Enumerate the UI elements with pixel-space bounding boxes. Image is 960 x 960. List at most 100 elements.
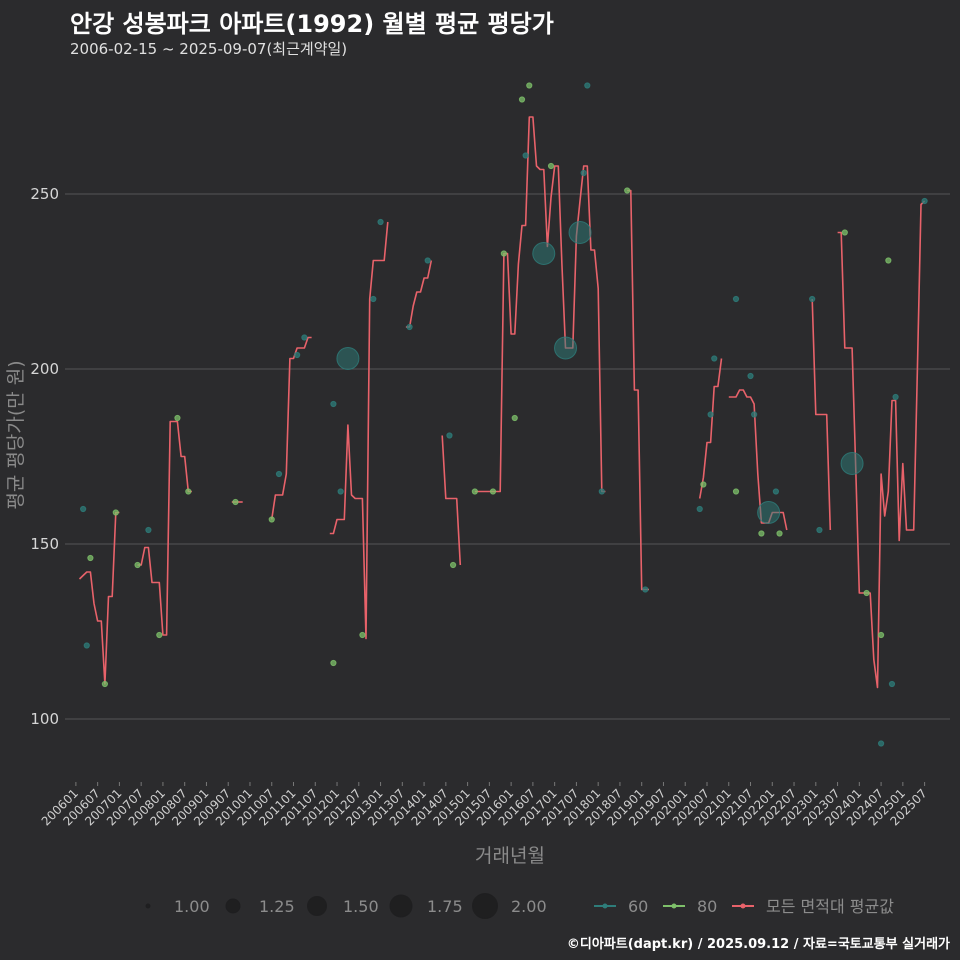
transaction-point <box>489 488 497 495</box>
transaction-point <box>921 197 928 205</box>
transaction-point <box>757 501 781 524</box>
transaction-point <box>776 530 783 537</box>
transaction-point <box>700 481 707 488</box>
transaction-point <box>101 680 108 688</box>
transaction-point <box>888 680 896 688</box>
transaction-point <box>568 221 592 244</box>
grid-lines <box>65 193 950 720</box>
transaction-point <box>892 393 899 401</box>
transaction-point <box>185 488 192 495</box>
transaction-point <box>707 411 714 418</box>
transaction-point <box>840 452 864 475</box>
transaction-point <box>112 509 119 516</box>
transaction-points <box>80 82 928 747</box>
transaction-point <box>624 187 631 194</box>
average-line-segment <box>78 511 120 685</box>
line-legend-label: 모든 면적대 평균값 <box>766 897 894 916</box>
transaction-point <box>145 526 152 534</box>
size-legend-key <box>472 893 498 919</box>
transaction-point <box>330 400 337 408</box>
transaction-point <box>584 82 591 89</box>
line-legend-dot <box>671 903 677 909</box>
transaction-point <box>816 526 823 534</box>
average-line-segment <box>137 420 192 636</box>
transaction-point <box>301 334 308 341</box>
transaction-point <box>877 740 885 747</box>
transaction-point <box>732 295 740 303</box>
line-legend-label: 60 <box>628 897 648 916</box>
average-line-segment <box>811 298 832 531</box>
transaction-point <box>711 355 718 362</box>
size-legend-key <box>145 903 151 909</box>
y-axis-ticks: 100 150 200 250 <box>30 185 59 728</box>
transaction-point <box>732 488 740 495</box>
average-line-segment <box>627 189 649 591</box>
transaction-point <box>449 561 457 569</box>
transaction-point <box>841 229 848 236</box>
transaction-point <box>758 530 765 537</box>
transaction-point <box>294 351 301 359</box>
transaction-point <box>885 257 892 264</box>
average-line-segment <box>405 260 433 328</box>
size-legend-key <box>389 894 413 918</box>
transaction-point <box>232 498 239 506</box>
size-legend-key <box>225 898 241 914</box>
transaction-point <box>87 554 94 562</box>
chart-title: 안강 성봉파크 아파트(1992) 월별 평균 평당가 <box>70 10 554 38</box>
transaction-point <box>642 586 649 593</box>
transaction-point <box>554 336 578 360</box>
transaction-point <box>696 505 703 513</box>
transaction-point <box>747 372 754 380</box>
transaction-point <box>522 152 529 159</box>
y-tick-label: 250 <box>30 185 59 203</box>
transaction-point <box>772 488 780 495</box>
x-axis-title: 거래년월 <box>475 845 545 867</box>
transaction-point <box>330 659 337 667</box>
average-line-segment <box>441 435 462 566</box>
size-legend-label: 2.00 <box>511 897 547 916</box>
transaction-point <box>751 411 758 418</box>
transaction-point <box>598 488 605 495</box>
transaction-point <box>377 218 384 226</box>
chart-legend: 1.00 1.25 1.50 1.75 2.00 60 80 모든 면적대 평균값 <box>145 893 894 919</box>
transaction-point <box>863 589 870 597</box>
transaction-point <box>80 505 87 513</box>
chart-subtitle: 2006-02-15 ~ 2025-09-07(최근계약일) <box>70 40 348 58</box>
transaction-point <box>446 432 453 439</box>
size-legend-label: 1.50 <box>343 897 379 916</box>
size-legend-label: 1.00 <box>174 897 210 916</box>
transaction-point <box>174 414 181 422</box>
transaction-point <box>877 631 885 639</box>
average-line-segment <box>329 221 389 640</box>
transaction-point <box>547 162 555 170</box>
transaction-point <box>424 257 431 264</box>
transaction-point <box>471 488 478 495</box>
x-axis-ticks: 2006012006072007012007072008012008072009… <box>39 782 930 829</box>
size-legend-label: 1.25 <box>259 897 295 916</box>
average-price-line <box>78 116 926 689</box>
average-line-segment <box>474 116 606 493</box>
transaction-point <box>268 516 275 523</box>
size-legend-key <box>307 896 327 916</box>
transaction-point <box>337 488 344 495</box>
transaction-point <box>518 96 526 103</box>
transaction-point <box>359 631 366 639</box>
transaction-point <box>406 323 413 331</box>
transaction-point <box>370 295 377 303</box>
transaction-point <box>134 561 141 569</box>
size-legend-label: 1.75 <box>427 897 463 916</box>
transaction-point <box>336 347 360 370</box>
transaction-point <box>580 169 587 177</box>
y-tick-label: 100 <box>30 710 59 728</box>
line-legend-dot <box>740 903 746 909</box>
average-line-segment <box>270 336 312 520</box>
transaction-point <box>156 631 163 639</box>
transaction-point <box>532 242 556 265</box>
transaction-point <box>526 82 533 89</box>
footer-credit: ©디아파트(dapt.kr) / 2025.09.12 / 자료=국토교통부 실… <box>566 937 950 952</box>
transaction-point <box>500 250 507 257</box>
average-line-segment <box>698 358 723 499</box>
average-line-segment <box>837 200 926 689</box>
line-legend-dot <box>602 903 608 909</box>
